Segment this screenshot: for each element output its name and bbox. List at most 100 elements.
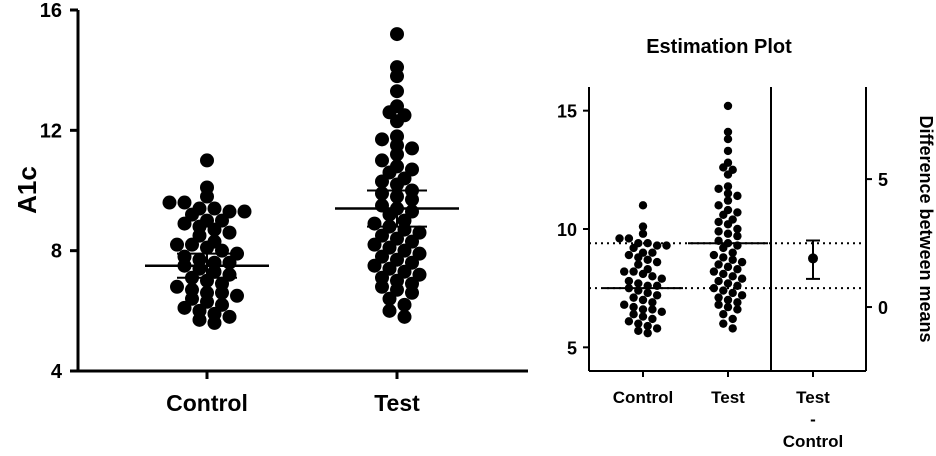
data-point bbox=[657, 307, 666, 317]
data-point bbox=[375, 174, 389, 189]
data-point bbox=[723, 262, 733, 272]
data-point bbox=[624, 317, 634, 326]
data-point bbox=[643, 288, 652, 298]
left-data-points bbox=[162, 27, 427, 330]
data-point bbox=[723, 229, 733, 238]
data-point bbox=[728, 255, 737, 264]
data-point bbox=[714, 184, 723, 193]
data-point bbox=[192, 312, 207, 327]
data-point bbox=[648, 248, 657, 257]
data-point bbox=[237, 204, 252, 219]
data-point bbox=[177, 216, 192, 231]
data-point bbox=[375, 132, 389, 147]
data-point bbox=[723, 220, 733, 229]
data-point bbox=[162, 195, 177, 210]
data-point bbox=[390, 147, 404, 162]
data-point bbox=[714, 201, 723, 210]
left-dot-plot: A1c 4 8 12 16 Control Test bbox=[12, 0, 528, 416]
data-point bbox=[200, 240, 214, 255]
data-point bbox=[375, 279, 389, 294]
left-y-ticks: 4 8 12 16 bbox=[40, 0, 78, 383]
data-point bbox=[620, 267, 629, 276]
data-point bbox=[390, 84, 404, 99]
difference-estimate bbox=[806, 239, 820, 280]
data-point bbox=[222, 225, 237, 240]
data-point bbox=[719, 243, 728, 253]
difference-point bbox=[808, 253, 818, 264]
data-point bbox=[737, 274, 747, 283]
data-point bbox=[397, 297, 412, 312]
data-point bbox=[728, 288, 737, 298]
right-x-tick-label: Test bbox=[711, 388, 745, 407]
data-point bbox=[405, 192, 419, 207]
data-point bbox=[737, 291, 747, 300]
data-point bbox=[652, 257, 662, 267]
data-point bbox=[714, 293, 723, 302]
data-point bbox=[629, 302, 638, 312]
data-point bbox=[367, 237, 382, 252]
data-point bbox=[719, 253, 728, 262]
data-point bbox=[629, 267, 638, 276]
right-y2-ticks: 05 bbox=[866, 170, 888, 318]
data-point bbox=[643, 328, 652, 338]
right-y-tick-label: 15 bbox=[557, 102, 577, 122]
data-point bbox=[714, 227, 723, 236]
data-point bbox=[709, 267, 719, 276]
data-point bbox=[728, 324, 737, 333]
right-y-tick-label: 10 bbox=[557, 220, 577, 240]
data-point bbox=[733, 265, 742, 274]
data-point bbox=[170, 237, 184, 252]
data-point bbox=[643, 321, 652, 331]
left-x-tick-label: Test bbox=[374, 390, 420, 416]
left-y-tick-label: 4 bbox=[51, 361, 63, 383]
data-point bbox=[737, 257, 747, 267]
data-point bbox=[723, 127, 733, 137]
data-point bbox=[638, 312, 648, 321]
data-point bbox=[733, 231, 742, 241]
right-mean-bars bbox=[603, 242, 768, 290]
data-point bbox=[405, 141, 419, 156]
data-point bbox=[207, 222, 222, 237]
data-point bbox=[634, 319, 643, 328]
left-x-tick-labels: Control Test bbox=[166, 371, 420, 416]
right-y2-tick-label: 0 bbox=[878, 298, 888, 318]
data-point bbox=[652, 291, 662, 300]
data-point bbox=[662, 241, 671, 250]
right-data-points bbox=[615, 101, 747, 338]
data-point bbox=[723, 146, 733, 156]
data-point bbox=[638, 305, 648, 314]
data-point bbox=[382, 207, 397, 222]
data-point bbox=[733, 191, 742, 201]
data-point bbox=[723, 279, 733, 288]
data-point bbox=[634, 253, 643, 262]
data-point bbox=[390, 69, 404, 84]
data-point bbox=[634, 279, 643, 288]
data-point bbox=[657, 274, 666, 283]
data-point bbox=[714, 260, 723, 269]
left-y-axis-title: A1c bbox=[12, 166, 42, 214]
left-x-tick-label: Control bbox=[166, 390, 248, 416]
data-point bbox=[638, 269, 648, 279]
data-point bbox=[230, 288, 244, 303]
data-point bbox=[634, 260, 643, 269]
data-point bbox=[648, 314, 657, 324]
right-y2-tick-label: 5 bbox=[878, 170, 888, 190]
data-point bbox=[723, 170, 733, 179]
data-point bbox=[652, 241, 662, 250]
data-point bbox=[719, 319, 728, 328]
right-x-tick-label: Test -Control bbox=[783, 388, 843, 451]
left-y-tick-label: 16 bbox=[40, 0, 62, 22]
data-point bbox=[643, 239, 652, 248]
data-point bbox=[638, 229, 648, 238]
right-x-tick-label: Control bbox=[613, 388, 673, 407]
data-point bbox=[643, 255, 652, 264]
data-point bbox=[723, 196, 733, 205]
data-point bbox=[733, 298, 742, 307]
data-point bbox=[648, 272, 657, 281]
data-point bbox=[723, 295, 733, 305]
data-point bbox=[215, 285, 229, 300]
data-point bbox=[634, 326, 643, 335]
data-point bbox=[714, 276, 723, 286]
data-point bbox=[629, 293, 638, 302]
